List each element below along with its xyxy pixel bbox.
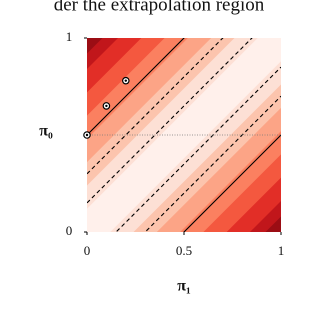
header-text: der the extrapolation region [54,0,265,15]
contour-band [87,38,103,54]
x-tick-label: 0.5 [176,243,192,258]
contour-line [87,38,253,204]
x-label: π₁ [177,278,191,295]
y-tick-label: 0 [66,223,73,238]
y-label: π₀ [39,123,53,140]
x-tick-label: 1 [278,243,285,258]
contour-line [87,38,224,175]
point-center [124,79,128,82]
contour-band [87,38,119,70]
x-tick-label: 0 [84,243,91,258]
contour-line [87,38,185,136]
contour-line [183,134,281,232]
contour-line [115,66,281,232]
y-tick-label: 1 [66,29,73,44]
plot-area [87,38,281,232]
point-center [85,133,89,137]
contour-band [265,216,281,232]
contour-band [249,200,281,232]
point-center [105,104,108,108]
